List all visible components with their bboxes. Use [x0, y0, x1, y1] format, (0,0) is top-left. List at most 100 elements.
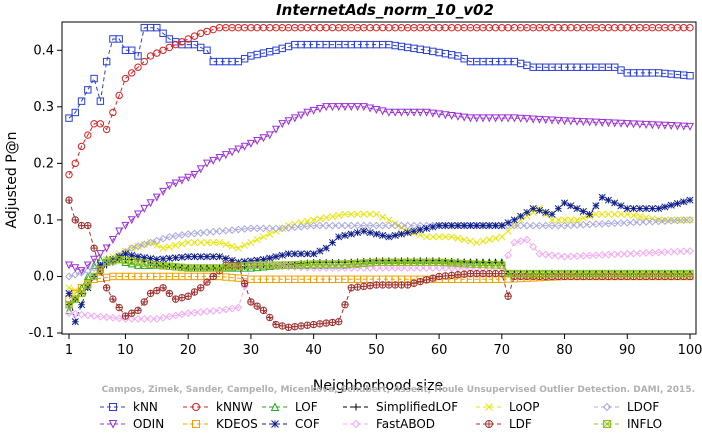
data-point	[566, 221, 575, 230]
data-point	[429, 258, 437, 266]
data-point	[604, 270, 613, 278]
data-point	[266, 314, 273, 321]
data-point	[404, 258, 412, 266]
data-point	[134, 307, 142, 314]
data-point	[184, 35, 192, 43]
data-point	[642, 120, 651, 129]
data-point	[102, 313, 111, 322]
data-point	[441, 222, 449, 230]
data-point	[259, 134, 268, 143]
data-point	[65, 289, 73, 297]
data-point	[253, 236, 261, 244]
data-point	[122, 312, 129, 320]
data-point	[598, 118, 607, 127]
data-point	[84, 131, 92, 139]
data-point	[535, 206, 544, 215]
data-point	[410, 227, 418, 235]
data-point	[240, 282, 249, 291]
data-point	[642, 217, 650, 226]
legend-label: LDOF	[627, 400, 659, 414]
data-point	[548, 270, 556, 278]
data-point	[272, 224, 280, 233]
legend-label: LOF	[295, 400, 318, 414]
data-point	[685, 122, 695, 131]
data-point	[222, 254, 230, 263]
data-point	[103, 284, 110, 291]
data-point	[78, 222, 85, 229]
data-point	[271, 125, 281, 134]
data-point	[498, 233, 506, 241]
data-point	[636, 212, 644, 221]
data-point	[290, 223, 299, 232]
data-point	[535, 270, 544, 278]
data-point	[253, 261, 261, 269]
data-point	[347, 103, 356, 112]
data-point	[422, 108, 431, 117]
data-point	[616, 119, 626, 128]
data-point	[109, 108, 117, 117]
data-point	[291, 250, 299, 258]
data-point	[303, 250, 311, 258]
data-point	[83, 272, 92, 281]
data-point	[64, 261, 74, 270]
data-point	[259, 224, 268, 233]
data-point	[184, 264, 192, 272]
data-point	[165, 254, 173, 262]
data-point	[77, 268, 86, 277]
data-point	[83, 311, 92, 320]
data-point	[77, 310, 86, 319]
data-point	[328, 103, 337, 112]
data-point	[178, 231, 186, 239]
data-point	[71, 310, 80, 318]
data-point	[535, 115, 544, 124]
data-point	[215, 238, 224, 247]
data-point	[422, 233, 431, 241]
data-point	[77, 267, 86, 276]
data-point	[127, 259, 136, 268]
data-point	[598, 210, 606, 218]
data-point	[384, 108, 393, 117]
data-point	[159, 234, 167, 243]
data-point	[115, 314, 124, 323]
data-point	[466, 114, 475, 123]
data-point	[648, 217, 657, 226]
data-point	[554, 221, 563, 230]
y-tick-label: 0.0	[33, 269, 54, 284]
data-point	[661, 270, 669, 278]
data-point	[278, 224, 286, 232]
data-point	[341, 210, 349, 218]
data-point	[385, 281, 393, 289]
data-point	[284, 117, 293, 126]
data-point	[686, 23, 694, 32]
data-point	[71, 270, 80, 279]
data-point	[366, 282, 374, 289]
data-point	[410, 258, 418, 266]
data-point	[523, 221, 531, 230]
data-point	[84, 86, 92, 94]
data-point	[209, 307, 218, 315]
data-point	[146, 238, 155, 247]
data-point	[328, 221, 337, 230]
data-point	[278, 251, 286, 259]
data-point	[65, 196, 73, 204]
data-point	[404, 229, 412, 237]
data-point	[391, 264, 400, 272]
data-point	[322, 260, 330, 268]
data-point	[146, 260, 155, 268]
data-point	[171, 179, 180, 188]
data-point	[541, 116, 550, 125]
data-point	[77, 301, 86, 309]
legend-item-odin: ODIN	[100, 417, 164, 431]
data-point	[128, 310, 135, 317]
data-point	[134, 63, 142, 71]
data-point	[146, 238, 155, 247]
data-point	[686, 72, 694, 80]
data-point	[592, 270, 600, 278]
data-point	[460, 222, 468, 230]
data-point	[247, 224, 255, 233]
data-point	[667, 247, 676, 256]
data-point	[360, 210, 368, 218]
legend-item-fastabod: FastABOD	[343, 417, 435, 431]
data-point	[247, 257, 255, 265]
data-point	[579, 251, 588, 260]
